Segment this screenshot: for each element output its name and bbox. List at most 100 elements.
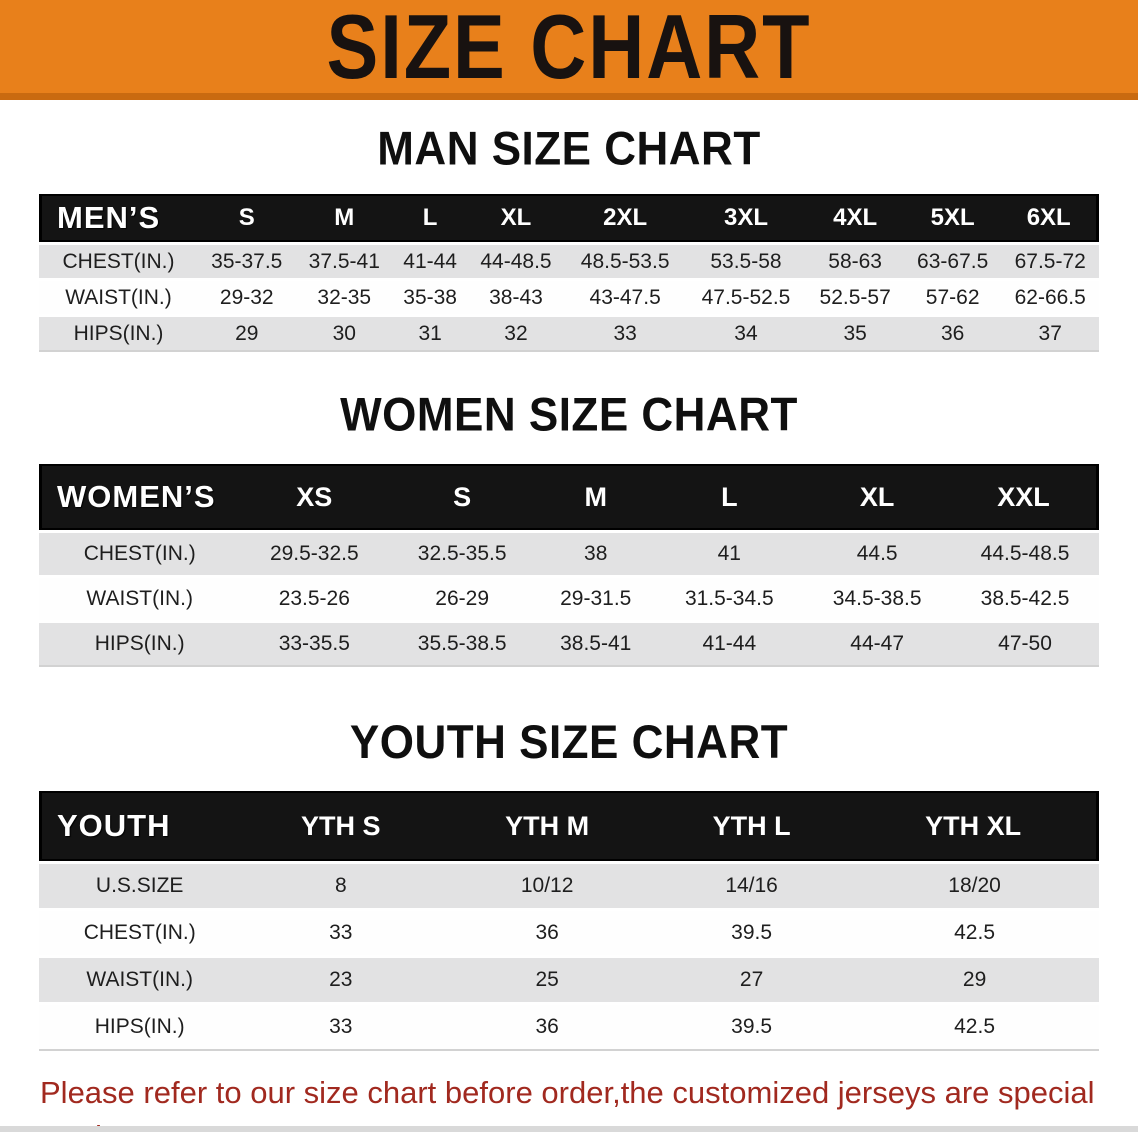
table-row: CHEST(IN.) 35-37.5 37.5-41 41-44 44-48.5 48.5… (39, 242, 1099, 278)
banner: SIZE CHART (0, 0, 1138, 100)
size-column-header: 2XL (564, 194, 686, 242)
size-cell: 48.5-53.5 (564, 242, 686, 278)
size-cell: 37.5-41 (295, 242, 394, 278)
size-cell: 29 (198, 314, 296, 352)
table-head-men: MEN’S S M L XL 2XL 3XL 4XL 5XL 6XL (39, 194, 1099, 242)
size-column-header: XL (467, 194, 565, 242)
table-row: WAIST(IN.) 29-32 32-35 35-38 38-43 43-47.5 47.… (39, 278, 1099, 314)
section-women: WOMEN SIZE CHART WOMEN’S XS S M L XL XXL CHEST(I… (0, 352, 1138, 667)
row-label: HIPS(IN.) (39, 1002, 241, 1051)
size-cell: 33 (564, 314, 686, 352)
size-column-header: YTH XL (850, 791, 1099, 861)
table-head-youth: YOUTH YTH S YTH M YTH L YTH XL (39, 791, 1099, 861)
disclaimer: Please refer to our size chart before or… (40, 1071, 1118, 1132)
size-column-header: S (388, 464, 537, 530)
bottom-strip (0, 1126, 1138, 1132)
sections-container: MAN SIZE CHART MEN’S S M L XL 2XL 3XL 4XL 5XL 6XL C… (0, 100, 1138, 1051)
size-cell: 42.5 (850, 1002, 1099, 1051)
row-label: CHEST(IN.) (39, 530, 241, 575)
table-head-women: WOMEN’S XS S M L XL XXL (39, 464, 1099, 530)
table-corner-label: YOUTH (39, 791, 241, 861)
section-heading-women: WOMEN SIZE CHART (340, 388, 798, 442)
size-cell: 18/20 (850, 861, 1099, 908)
size-cell: 34 (685, 314, 807, 352)
size-cell: 29.5-32.5 (240, 530, 389, 575)
size-cell: 35 (806, 314, 904, 352)
size-cell: 30 (295, 314, 394, 352)
size-cell: 36 (441, 1002, 654, 1051)
size-cell: 52.5-57 (806, 278, 904, 314)
size-column-header: S (198, 194, 296, 242)
row-label: WAIST(IN.) (39, 278, 198, 314)
size-table-youth: YOUTH YTH S YTH M YTH L YTH XL U.S.SIZE 8 10/12… (39, 791, 1099, 1051)
table-corner-label: WOMEN’S (39, 464, 241, 530)
size-cell: 42.5 (850, 908, 1099, 955)
size-column-header: XXL (951, 464, 1099, 530)
table-corner-label: MEN’S (39, 194, 198, 242)
section-heading-men: MAN SIZE CHART (377, 122, 761, 176)
size-cell: 29 (850, 955, 1099, 1002)
section-men: MAN SIZE CHART MEN’S S M L XL 2XL 3XL 4XL 5XL 6XL C… (0, 100, 1138, 352)
size-cell: 8 (240, 861, 442, 908)
table-body-men: CHEST(IN.) 35-37.5 37.5-41 41-44 44-48.5 48.5… (39, 242, 1099, 352)
size-table-men: MEN’S S M L XL 2XL 3XL 4XL 5XL 6XL CHEST(IN.) 35-37… (39, 194, 1099, 352)
row-label: HIPS(IN.) (39, 314, 198, 352)
size-column-header: 6XL (1001, 194, 1099, 242)
size-cell: 38 (536, 530, 656, 575)
size-cell: 27 (653, 955, 851, 1002)
size-cell: 41-44 (393, 242, 468, 278)
row-label: WAIST(IN.) (39, 955, 241, 1002)
size-column-header: M (295, 194, 394, 242)
row-label: HIPS(IN.) (39, 620, 241, 667)
size-cell: 33 (240, 1002, 442, 1051)
size-table-women: WOMEN’S XS S M L XL XXL CHEST(IN.) 29.5-32.5 32.5… (39, 464, 1099, 667)
size-cell: 23 (240, 955, 442, 1002)
size-column-header: YTH S (240, 791, 442, 861)
size-cell: 38.5-41 (536, 620, 656, 667)
size-cell: 53.5-58 (685, 242, 807, 278)
table-row: WAIST(IN.) 23.5-26 26-29 29-31.5 31.5-34.5 34… (39, 575, 1099, 620)
table-body-youth: U.S.SIZE 8 10/12 14/16 18/20 CHEST(IN.) 33 36 39… (39, 861, 1099, 1051)
table-row: CHEST(IN.) 33 36 39.5 42.5 (39, 908, 1099, 955)
size-cell: 67.5-72 (1001, 242, 1099, 278)
table-row: WAIST(IN.) 23 25 27 29 (39, 955, 1099, 1002)
size-column-header: XS (240, 464, 389, 530)
table-row: U.S.SIZE 8 10/12 14/16 18/20 (39, 861, 1099, 908)
size-column-header: 3XL (685, 194, 807, 242)
size-cell: 36 (903, 314, 1002, 352)
size-column-header: M (536, 464, 656, 530)
size-cell: 38.5-42.5 (951, 575, 1099, 620)
size-cell: 29-32 (198, 278, 296, 314)
row-label: WAIST(IN.) (39, 575, 241, 620)
banner-title: SIZE CHART (326, 0, 812, 97)
size-cell: 29-31.5 (536, 575, 656, 620)
table-body-women: CHEST(IN.) 29.5-32.5 32.5-35.5 38 41 44.5 44.5… (39, 530, 1099, 667)
size-column-header: YTH L (653, 791, 851, 861)
size-cell: 38-43 (467, 278, 565, 314)
header-row: YOUTH YTH S YTH M YTH L YTH XL (39, 791, 1099, 861)
size-cell: 44.5-48.5 (951, 530, 1099, 575)
size-cell: 41-44 (655, 620, 804, 667)
row-label: U.S.SIZE (39, 861, 241, 908)
size-cell: 34.5-38.5 (803, 575, 952, 620)
size-cell: 33-35.5 (240, 620, 389, 667)
size-cell: 37 (1001, 314, 1099, 352)
row-label: CHEST(IN.) (39, 908, 241, 955)
size-column-header: 5XL (903, 194, 1002, 242)
size-cell: 44.5 (803, 530, 952, 575)
header-row: WOMEN’S XS S M L XL XXL (39, 464, 1099, 530)
size-column-header: YTH M (441, 791, 654, 861)
section-heading-youth: YOUTH SIZE CHART (349, 716, 789, 769)
size-cell: 57-62 (903, 278, 1002, 314)
size-column-header: XL (803, 464, 952, 530)
size-cell: 32-35 (295, 278, 394, 314)
size-cell: 25 (441, 955, 654, 1002)
size-column-header: L (393, 194, 468, 242)
size-cell: 10/12 (441, 861, 654, 908)
disclaimer-line1: Please refer to our size chart before or… (40, 1075, 1095, 1132)
size-cell: 35-37.5 (198, 242, 296, 278)
size-cell: 35-38 (393, 278, 468, 314)
header-row: MEN’S S M L XL 2XL 3XL 4XL 5XL 6XL (39, 194, 1099, 242)
size-cell: 31 (393, 314, 468, 352)
size-cell: 58-63 (806, 242, 904, 278)
